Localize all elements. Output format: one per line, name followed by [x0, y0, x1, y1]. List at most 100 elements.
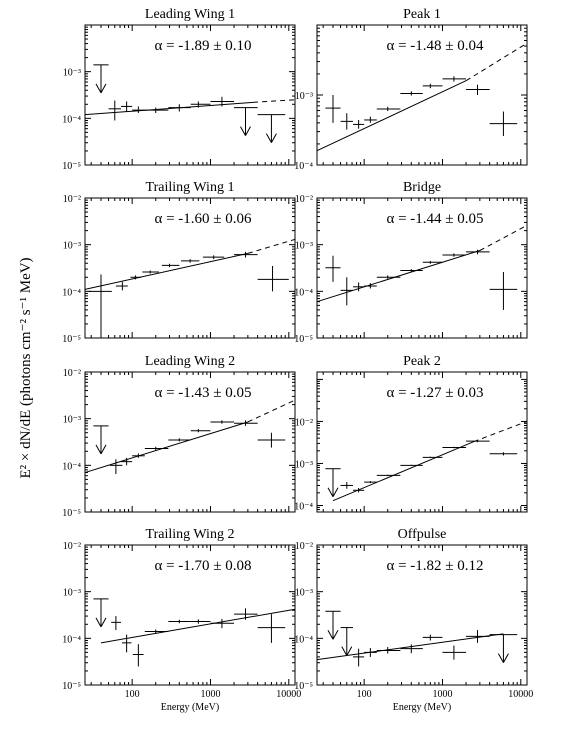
y-tick-label: 10⁻⁵	[62, 334, 81, 345]
data-point	[210, 96, 235, 107]
data-point	[352, 119, 365, 129]
fit-line-extrapolation	[253, 99, 296, 103]
panel: Offpulse α = -1.82 ± 0.12 100 1000 10000 Ener…	[294, 527, 533, 713]
data-point	[422, 634, 443, 641]
y-tick-label: 10⁻³	[63, 241, 81, 252]
data-point	[400, 91, 423, 96]
upper-limit-arrowhead	[332, 630, 339, 640]
y-tick-label: 10⁻³	[295, 588, 313, 599]
y-tick-label: 10⁻⁵	[294, 681, 313, 692]
upper-limit-arrowhead	[502, 653, 509, 663]
data-point	[442, 645, 467, 660]
upper-limit-point	[325, 468, 341, 497]
fit-line-extrapolation	[247, 238, 296, 254]
y-tick-label: 10⁻³	[295, 241, 313, 252]
data-point	[132, 644, 144, 667]
upper-limit-arrowhead	[327, 487, 334, 497]
x-tick-label: 10000	[508, 689, 533, 700]
upper-limit-arrowhead	[95, 617, 102, 628]
panel: Trailing Wing 1 α = -1.60 ± 0.06 10⁻⁵ 10⁻⁴ 1…	[62, 180, 296, 345]
upper-limit-point	[257, 114, 286, 143]
data-point	[234, 608, 258, 620]
y-tick-label: 10⁻⁴	[294, 634, 313, 645]
upper-limit-point	[489, 634, 518, 663]
data-point	[111, 616, 121, 631]
data-point	[442, 446, 467, 449]
y-tick-label: 10⁻⁵	[294, 334, 313, 345]
data-point	[422, 456, 443, 458]
panel-title: Bridge	[403, 180, 441, 195]
y-tick-label: 10⁻³	[63, 68, 81, 79]
data-point	[115, 281, 128, 291]
panel: Trailing Wing 2 α = -1.70 ± 0.08 100 1000 10…	[62, 527, 301, 713]
panel: Peak 2 α = -1.27 ± 0.03 10⁻⁴ 10⁻³ 10⁻²	[294, 354, 528, 513]
data-point	[364, 283, 377, 289]
fit-line	[316, 80, 467, 152]
data-point	[180, 259, 200, 263]
data-point	[340, 277, 353, 306]
data-point	[190, 619, 211, 624]
spectral-index-label: α = -1.70 ± 0.08	[154, 558, 251, 574]
panel-title: Leading Wing 2	[145, 354, 235, 369]
y-tick-label: 10⁻²	[63, 194, 81, 205]
data-point	[190, 429, 211, 433]
data-point	[466, 249, 490, 255]
data-point	[376, 106, 401, 112]
fit-line	[332, 441, 474, 502]
data-point	[168, 438, 191, 442]
x-axis-label: Energy (MeV)	[161, 702, 219, 713]
fit-line-extrapolation	[473, 420, 528, 443]
upper-limit-point	[325, 610, 341, 640]
panel-title: Trailing Wing 1	[146, 180, 235, 195]
x-tick-label: 1000	[432, 689, 452, 700]
data-point	[489, 111, 518, 136]
data-point	[88, 274, 112, 338]
data-point	[132, 106, 145, 114]
panel: Leading Wing 1 α = -1.89 ± 0.10 10⁻⁵ 10⁻⁴ 10…	[62, 7, 296, 172]
y-tick-label: 10⁻²	[63, 368, 81, 379]
y-tick-label: 10⁻⁴	[294, 501, 313, 512]
panel-frame	[84, 197, 296, 339]
data-point	[489, 271, 518, 310]
data-point	[130, 275, 142, 280]
upper-limit-arrowhead	[100, 617, 107, 628]
data-point	[352, 282, 365, 292]
y-tick-label: 10⁻⁵	[62, 508, 81, 519]
data-point	[376, 474, 401, 477]
fit-line	[84, 101, 254, 116]
y-tick-label: 10⁻²	[295, 194, 313, 205]
fit-line	[84, 421, 248, 474]
data-point	[442, 253, 467, 257]
data-point	[257, 614, 286, 643]
data-point	[144, 446, 169, 451]
upper-limit-point	[93, 598, 109, 628]
y-tick-label: 10⁻⁴	[62, 114, 81, 125]
data-point	[210, 618, 235, 629]
upper-limit-arrowhead	[497, 653, 504, 663]
spectral-index-label: α = -1.27 ± 0.03	[386, 385, 483, 401]
spectral-index-label: α = -1.44 ± 0.05	[386, 211, 483, 227]
y-tick-label: 10⁻³	[295, 459, 313, 470]
y-tick-label: 10⁻²	[63, 541, 81, 552]
x-axis-label: Energy (MeV)	[393, 702, 451, 713]
data-point	[376, 647, 401, 654]
data-point	[466, 440, 490, 443]
y-tick-label: 10⁻⁴	[62, 287, 81, 298]
spectral-index-label: α = -1.60 ± 0.06	[154, 211, 252, 227]
spectral-index-label: α = -1.48 ± 0.04	[386, 38, 484, 54]
data-point	[364, 481, 377, 484]
spectral-index-label: α = -1.43 ± 0.05	[154, 385, 251, 401]
y-tick-label: 10⁻³	[63, 415, 81, 426]
y-tick-label: 10⁻⁵	[62, 681, 81, 692]
upper-limit-point	[93, 64, 109, 94]
x-tick-label: 10000	[276, 689, 301, 700]
upper-limit-arrowhead	[95, 444, 102, 455]
y-tick-label: 10⁻⁴	[294, 287, 313, 298]
data-point	[466, 84, 490, 95]
upper-limit-arrowhead	[346, 646, 353, 656]
data-point	[120, 457, 133, 466]
fit-line	[316, 250, 480, 303]
x-tick-label: 1000	[200, 689, 220, 700]
fit-line	[84, 252, 248, 290]
